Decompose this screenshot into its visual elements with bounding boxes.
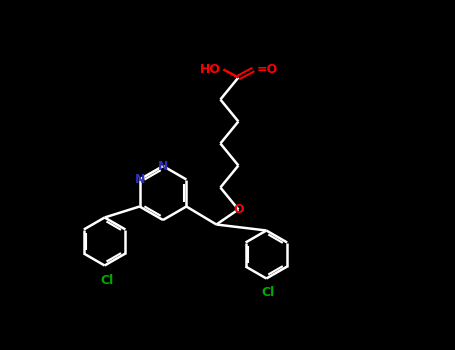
Text: Cl: Cl xyxy=(100,273,113,287)
Text: O: O xyxy=(233,203,244,216)
Text: Cl: Cl xyxy=(262,287,275,300)
Text: HO: HO xyxy=(199,63,220,76)
Text: N: N xyxy=(158,160,168,173)
Text: N: N xyxy=(134,173,145,186)
Text: =O: =O xyxy=(256,63,278,76)
